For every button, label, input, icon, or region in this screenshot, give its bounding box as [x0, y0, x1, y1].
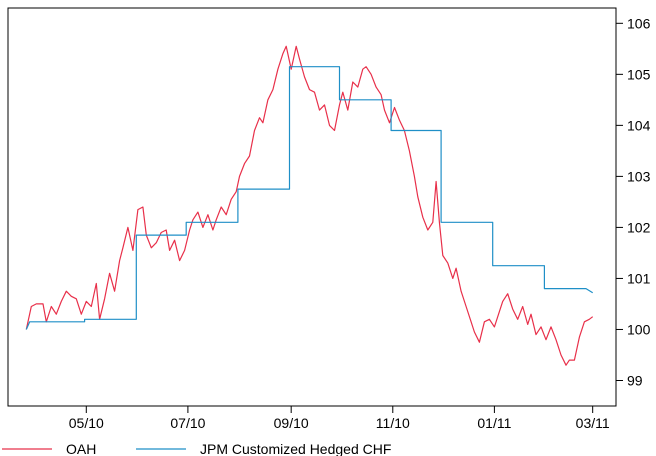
series-layer — [25, 45, 594, 366]
x-tick-label: 05/10 — [69, 415, 104, 431]
x-tick-label: 09/10 — [274, 415, 309, 431]
y-axis: 99 100 101 102 103 104 105 106 — [616, 15, 651, 388]
y-tick-label: 101 — [627, 270, 651, 286]
legend-label-jpm: JPM Customized Hedged CHF — [200, 441, 391, 456]
y-tick-label: 102 — [627, 219, 651, 235]
plot-frame — [7, 7, 617, 407]
y-tick-label: 105 — [627, 66, 651, 82]
x-tick-label: 03/11 — [576, 415, 610, 431]
y-tick-label: 100 — [627, 321, 651, 337]
x-tick-label: 01/11 — [477, 415, 511, 431]
y-tick-label: 104 — [627, 117, 651, 133]
legend: OAH JPM Customized Hedged CHF — [2, 441, 391, 456]
y-tick-label: 106 — [627, 15, 651, 31]
legend-item-oah: OAH — [2, 441, 96, 456]
legend-label-oah: OAH — [66, 441, 96, 456]
x-axis: 05/10 07/10 09/10 11/10 01/11 03/11 — [69, 406, 610, 431]
series-line-oah — [25, 45, 594, 366]
y-tick-label: 103 — [627, 168, 651, 184]
y-tick-label: 99 — [627, 372, 643, 388]
x-tick-label: 07/10 — [170, 415, 205, 431]
x-tick-label: 11/10 — [376, 415, 410, 431]
legend-item-jpm: JPM Customized Hedged CHF — [136, 441, 391, 456]
series-line-jpm — [25, 66, 594, 330]
